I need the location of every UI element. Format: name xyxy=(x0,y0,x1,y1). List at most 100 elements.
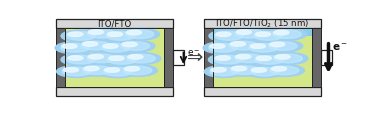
Circle shape xyxy=(128,55,143,60)
Circle shape xyxy=(203,42,243,54)
Circle shape xyxy=(271,67,287,71)
Circle shape xyxy=(108,56,136,65)
Circle shape xyxy=(119,29,160,41)
Circle shape xyxy=(123,67,152,75)
Circle shape xyxy=(273,31,301,39)
Circle shape xyxy=(209,31,249,42)
Circle shape xyxy=(268,42,297,51)
Circle shape xyxy=(82,53,121,65)
Circle shape xyxy=(245,66,285,78)
Circle shape xyxy=(107,33,122,37)
Circle shape xyxy=(255,33,270,37)
FancyBboxPatch shape xyxy=(65,28,164,87)
Circle shape xyxy=(216,33,231,37)
Circle shape xyxy=(102,44,130,53)
Circle shape xyxy=(235,55,251,59)
Text: e$^-$: e$^-$ xyxy=(332,41,348,52)
Circle shape xyxy=(88,55,104,59)
Circle shape xyxy=(230,66,259,75)
Circle shape xyxy=(87,30,116,39)
Circle shape xyxy=(250,68,279,76)
Circle shape xyxy=(229,42,258,50)
FancyBboxPatch shape xyxy=(56,28,65,87)
Circle shape xyxy=(274,31,289,35)
Circle shape xyxy=(122,43,137,47)
Circle shape xyxy=(101,31,140,42)
Circle shape xyxy=(67,32,95,41)
FancyBboxPatch shape xyxy=(173,50,184,66)
Circle shape xyxy=(124,67,139,71)
Circle shape xyxy=(267,29,307,41)
Circle shape xyxy=(82,42,98,47)
Circle shape xyxy=(208,54,248,66)
Circle shape xyxy=(249,44,278,53)
Circle shape xyxy=(210,44,225,49)
Circle shape xyxy=(106,32,135,41)
Circle shape xyxy=(126,31,141,35)
Circle shape xyxy=(211,68,226,72)
FancyBboxPatch shape xyxy=(321,50,332,66)
Circle shape xyxy=(250,44,265,49)
Circle shape xyxy=(209,44,237,53)
Circle shape xyxy=(274,55,302,63)
Circle shape xyxy=(249,54,289,66)
Circle shape xyxy=(263,41,303,53)
Text: ⇒: ⇒ xyxy=(187,48,203,66)
Circle shape xyxy=(104,68,119,73)
Text: e$^-$: e$^-$ xyxy=(187,48,201,58)
Circle shape xyxy=(76,40,116,52)
FancyBboxPatch shape xyxy=(213,28,312,36)
Circle shape xyxy=(225,65,265,77)
Circle shape xyxy=(121,42,149,51)
Circle shape xyxy=(77,65,117,77)
Circle shape xyxy=(256,56,271,61)
Circle shape xyxy=(109,56,124,61)
Circle shape xyxy=(204,66,244,78)
FancyBboxPatch shape xyxy=(312,28,321,87)
Circle shape xyxy=(214,56,243,64)
Circle shape xyxy=(234,55,263,63)
Circle shape xyxy=(215,56,230,61)
FancyBboxPatch shape xyxy=(213,28,312,87)
Circle shape xyxy=(103,44,118,49)
FancyBboxPatch shape xyxy=(56,87,173,96)
FancyBboxPatch shape xyxy=(164,28,173,87)
Circle shape xyxy=(229,53,269,65)
Circle shape xyxy=(229,28,269,40)
Circle shape xyxy=(84,67,99,71)
Circle shape xyxy=(230,42,246,47)
Circle shape xyxy=(62,44,77,49)
Circle shape xyxy=(64,68,79,72)
FancyBboxPatch shape xyxy=(204,87,321,96)
Circle shape xyxy=(270,43,285,47)
Circle shape xyxy=(210,68,239,76)
FancyBboxPatch shape xyxy=(204,28,213,87)
Circle shape xyxy=(61,31,101,42)
Circle shape xyxy=(68,33,83,37)
Circle shape xyxy=(248,31,288,42)
Circle shape xyxy=(96,42,136,54)
Circle shape xyxy=(215,32,243,41)
Circle shape xyxy=(67,56,95,64)
Circle shape xyxy=(265,65,304,77)
Circle shape xyxy=(61,44,90,53)
Text: ITO/FTO/TiO$_2$ (15 nm): ITO/FTO/TiO$_2$ (15 nm) xyxy=(215,18,310,30)
Circle shape xyxy=(224,40,263,52)
Circle shape xyxy=(251,68,266,73)
Circle shape xyxy=(81,42,110,50)
Circle shape xyxy=(268,53,308,65)
Circle shape xyxy=(232,67,247,71)
Circle shape xyxy=(255,56,284,65)
Circle shape xyxy=(236,31,251,35)
Circle shape xyxy=(103,68,132,76)
Circle shape xyxy=(87,55,116,63)
Circle shape xyxy=(98,66,138,78)
Circle shape xyxy=(125,31,154,39)
Circle shape xyxy=(270,67,299,75)
Circle shape xyxy=(102,54,142,66)
Circle shape xyxy=(62,68,91,76)
Circle shape xyxy=(127,55,155,63)
Circle shape xyxy=(243,42,284,54)
FancyBboxPatch shape xyxy=(204,20,321,28)
Circle shape xyxy=(61,54,101,66)
